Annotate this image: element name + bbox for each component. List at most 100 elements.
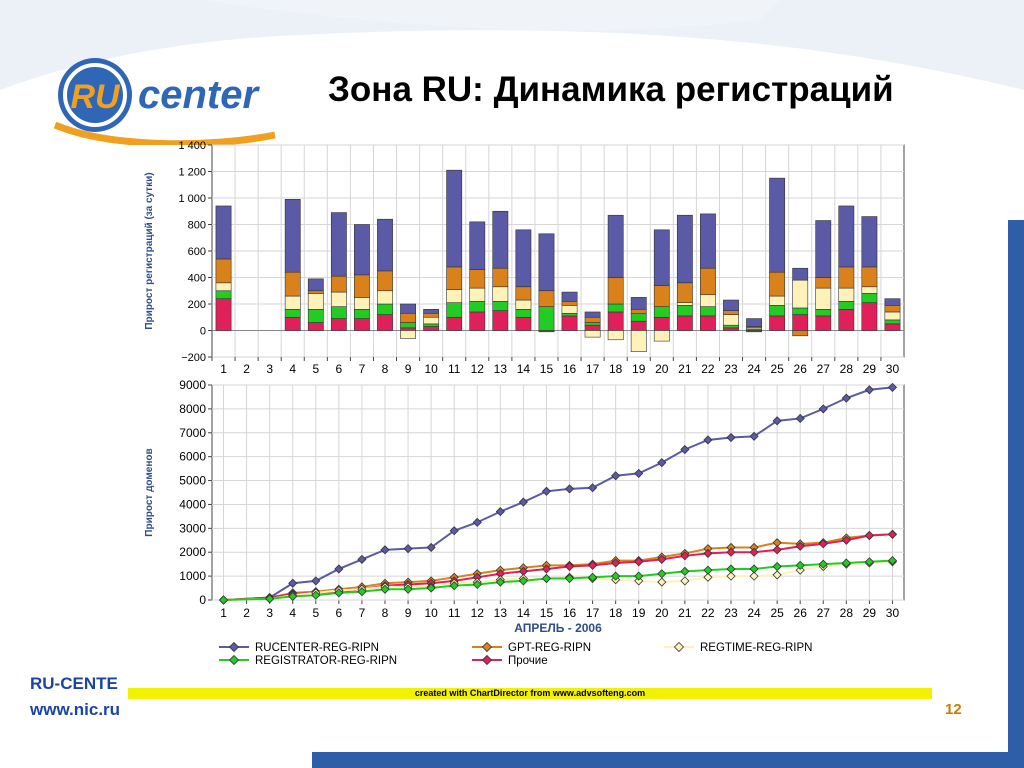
- chart2-xtick-label: 16: [563, 606, 577, 620]
- bar-segment: [584, 316, 601, 323]
- data-point: [357, 554, 367, 564]
- chart1-xtick-label: 21: [678, 362, 692, 376]
- chart2-xtick-label: 24: [747, 606, 761, 620]
- bar-segment: [769, 305, 786, 317]
- bar-segment: [423, 323, 440, 327]
- bar-segment: [284, 316, 301, 331]
- bar-segment: [815, 277, 832, 289]
- chart1-ytick-label: 0: [200, 326, 206, 338]
- chart2-plot-area: [211, 384, 905, 601]
- bar-segment: [630, 320, 647, 331]
- bar-segment: [653, 316, 670, 331]
- bar-segment: [884, 323, 901, 331]
- chart2-ytick-label: 3000: [179, 521, 206, 535]
- bar-segment: [607, 214, 624, 278]
- bar-segment: [561, 291, 578, 302]
- bar-segment: [330, 306, 347, 319]
- bar-segment: [861, 293, 878, 303]
- bar-segment: [446, 169, 463, 268]
- data-point: [564, 561, 575, 572]
- bar-segment: [538, 306, 555, 331]
- data-point: [449, 526, 459, 536]
- chart1-xtick-label: 23: [724, 362, 738, 376]
- chart1-xtick-label: 27: [817, 362, 831, 376]
- bar-segment: [377, 270, 393, 292]
- chart-credit-bar: [128, 688, 932, 699]
- bar-segment: [330, 275, 347, 293]
- data-point: [588, 560, 598, 570]
- bar-segment: [607, 330, 624, 341]
- data-point: [841, 393, 851, 403]
- data-point: [495, 507, 505, 517]
- bar-segment: [284, 199, 301, 273]
- data-point: [887, 529, 898, 539]
- chart1-xtick-label: 12: [471, 362, 485, 376]
- bar-segment: [815, 315, 832, 331]
- bar-segment: [884, 319, 901, 325]
- bar-segment: [792, 307, 809, 315]
- bar-segment: [676, 315, 693, 331]
- bar-segment: [815, 220, 832, 278]
- data-point: [288, 591, 298, 601]
- bar-segment: [492, 301, 509, 311]
- bar-segment: [769, 177, 786, 273]
- data-point: [703, 435, 713, 445]
- chart1-xtick-label: 4: [289, 362, 296, 376]
- bar-segment: [538, 233, 555, 292]
- bar-segment: [861, 286, 878, 294]
- chart2-y-axis-label: Прирост доменов: [144, 448, 155, 536]
- data-point: [749, 571, 759, 581]
- data-point: [634, 468, 644, 478]
- data-point: [680, 576, 690, 586]
- bar-segment: [377, 314, 393, 331]
- chart1-xtick-label: 29: [863, 362, 877, 376]
- bar-segment: [377, 290, 393, 305]
- bar-segment: [838, 308, 855, 331]
- footer-website-link[interactable]: www.nic.ru: [30, 700, 121, 719]
- data-point: [311, 576, 321, 586]
- chart2-xtick-label: 14: [517, 606, 531, 620]
- bar-segment: [354, 274, 370, 298]
- legend-label: RUCENTER-REG-RIPN: [255, 642, 379, 654]
- bar-segment: [676, 302, 693, 306]
- bar-segment: [700, 294, 716, 307]
- chart2-xtick-label: 30: [886, 606, 900, 620]
- bar-segment: [423, 312, 440, 318]
- bar-segment: [492, 210, 509, 269]
- bar-segment: [561, 305, 578, 314]
- chart1-xtick-label: 13: [494, 362, 508, 376]
- data-point: [541, 486, 552, 496]
- data-point: [864, 385, 874, 395]
- data-point: [864, 557, 874, 567]
- chart1-ytick-label: 1 000: [178, 193, 206, 205]
- bar-segment: [700, 315, 716, 331]
- data-point: [795, 541, 805, 551]
- chart1-xtick-label: 6: [336, 362, 343, 376]
- bar-segment: [630, 330, 647, 353]
- chart2-xtick-label: 2: [243, 606, 250, 620]
- chart1-xtick-label: 8: [382, 362, 389, 376]
- bar-segment: [815, 287, 832, 310]
- data-point: [818, 404, 828, 414]
- data-point: [357, 587, 367, 597]
- bar-segment: [330, 318, 347, 331]
- bar-segment: [423, 308, 440, 314]
- bar-segment: [377, 303, 393, 315]
- data-point: [772, 545, 782, 555]
- chart2-xtick-label: 25: [770, 606, 784, 620]
- bar-segment: [307, 322, 324, 331]
- chart1-xtick-label: 26: [794, 362, 808, 376]
- chart1-ytick-label: 400: [188, 273, 206, 285]
- data-point: [795, 565, 805, 575]
- chart1-xtick-label: 28: [840, 362, 854, 376]
- bar-segment: [769, 315, 786, 331]
- bottom-blue-border: [312, 752, 1024, 768]
- data-point: [588, 483, 598, 493]
- bar-segment: [377, 218, 393, 272]
- chart2-xtick-label: 3: [266, 606, 273, 620]
- chart2-ytick-label: 6000: [179, 450, 206, 464]
- bar-segment: [769, 295, 786, 306]
- data-point: [772, 561, 782, 572]
- header-decoration: [0, 0, 1024, 90]
- chart2-xtick-label: 7: [359, 606, 366, 620]
